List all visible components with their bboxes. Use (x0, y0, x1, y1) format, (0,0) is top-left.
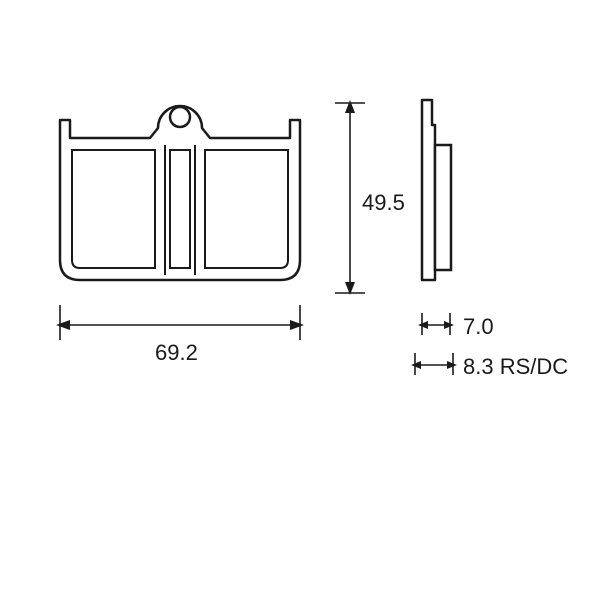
technical-drawing: 49.5 69.2 7.0 8.3 RS/DC (0, 0, 600, 600)
thickness-rsdc-label: 8.3 RS/DC (463, 354, 568, 380)
side-view-shape (410, 90, 470, 300)
height-label: 49.5 (362, 190, 405, 216)
front-view-shape (50, 90, 310, 310)
thickness-dimension (400, 310, 470, 340)
width-label: 69.2 (155, 340, 198, 366)
thickness-label: 7.0 (463, 314, 494, 340)
